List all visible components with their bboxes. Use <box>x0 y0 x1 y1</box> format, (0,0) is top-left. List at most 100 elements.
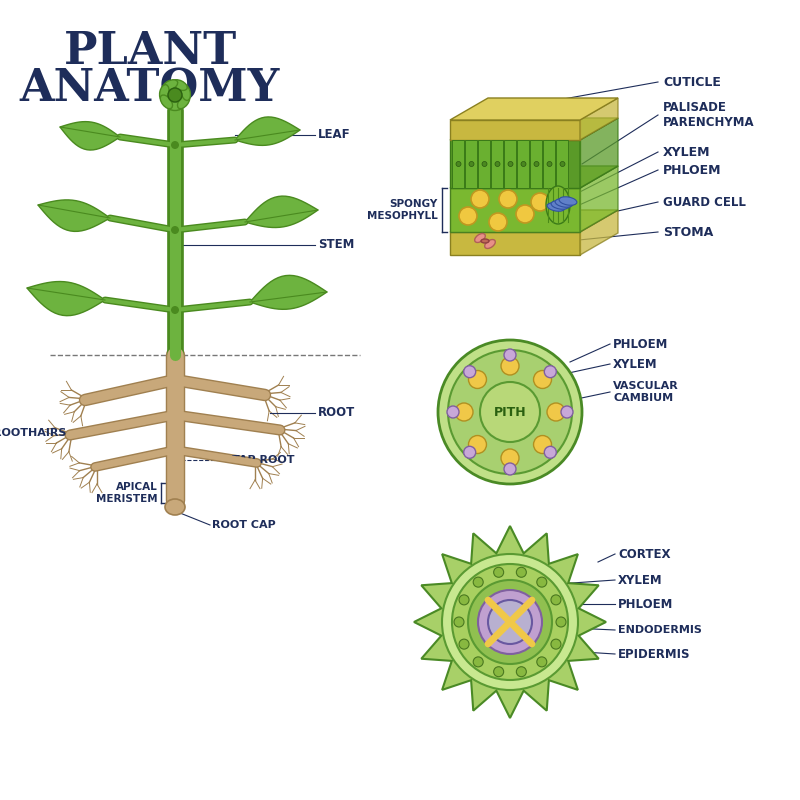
Text: GUARD CELL: GUARD CELL <box>663 195 746 209</box>
Ellipse shape <box>481 239 489 243</box>
Circle shape <box>448 350 572 474</box>
Circle shape <box>494 666 504 677</box>
Text: ENDODERMIS: ENDODERMIS <box>618 625 702 635</box>
Polygon shape <box>543 140 555 188</box>
Circle shape <box>469 162 474 166</box>
Polygon shape <box>580 98 618 140</box>
Text: ROOT: ROOT <box>318 406 355 419</box>
Text: PHLOEM: PHLOEM <box>618 598 674 610</box>
Polygon shape <box>450 232 580 255</box>
Circle shape <box>168 88 182 102</box>
Text: SPONGY
MESOPHYLL: SPONGY MESOPHYLL <box>367 199 438 221</box>
Circle shape <box>495 162 500 166</box>
Circle shape <box>469 370 486 389</box>
Polygon shape <box>556 140 568 188</box>
Polygon shape <box>580 166 618 232</box>
Ellipse shape <box>181 85 190 101</box>
Circle shape <box>474 657 483 667</box>
Circle shape <box>438 340 582 484</box>
Polygon shape <box>450 166 618 188</box>
Text: PITH: PITH <box>494 406 526 418</box>
Polygon shape <box>250 275 327 310</box>
Text: PALISADE
PARENCHYMA: PALISADE PARENCHYMA <box>663 101 754 129</box>
Text: LEAF: LEAF <box>318 129 350 142</box>
Polygon shape <box>38 200 110 231</box>
Ellipse shape <box>474 234 486 242</box>
Text: APICAL
MERISTEM: APICAL MERISTEM <box>96 482 158 504</box>
Polygon shape <box>60 122 120 150</box>
Text: ROOTHAIRS: ROOTHAIRS <box>0 428 66 438</box>
Polygon shape <box>450 120 580 140</box>
Ellipse shape <box>485 239 495 249</box>
Circle shape <box>544 446 556 458</box>
Circle shape <box>171 226 179 234</box>
Polygon shape <box>235 117 300 146</box>
Polygon shape <box>450 98 618 120</box>
Circle shape <box>478 590 542 654</box>
Ellipse shape <box>160 95 173 109</box>
Circle shape <box>447 406 459 418</box>
Text: VASCULAR
CAMBIUM: VASCULAR CAMBIUM <box>613 381 678 403</box>
Circle shape <box>455 403 473 421</box>
Polygon shape <box>478 140 490 188</box>
Circle shape <box>464 366 476 378</box>
Text: EPIDERMIS: EPIDERMIS <box>618 647 690 661</box>
Polygon shape <box>450 140 580 188</box>
Ellipse shape <box>162 80 178 90</box>
Text: ROOT CAP: ROOT CAP <box>212 520 276 530</box>
Polygon shape <box>414 526 606 718</box>
Circle shape <box>171 306 179 314</box>
Ellipse shape <box>178 95 190 109</box>
Polygon shape <box>580 118 618 188</box>
Text: CUTICLE: CUTICLE <box>663 75 721 89</box>
Text: XYLEM: XYLEM <box>618 574 662 586</box>
Circle shape <box>499 190 517 208</box>
Circle shape <box>516 567 526 578</box>
Circle shape <box>468 580 552 664</box>
Circle shape <box>474 577 483 587</box>
Circle shape <box>459 207 477 225</box>
Circle shape <box>482 162 487 166</box>
Circle shape <box>471 190 489 208</box>
Circle shape <box>459 639 469 649</box>
Polygon shape <box>580 210 618 255</box>
Text: PHLOEM: PHLOEM <box>613 338 668 350</box>
Ellipse shape <box>172 80 187 90</box>
Ellipse shape <box>546 186 570 224</box>
Polygon shape <box>27 282 105 316</box>
Circle shape <box>537 577 546 587</box>
Text: XYLEM: XYLEM <box>663 146 710 158</box>
Circle shape <box>561 406 573 418</box>
Circle shape <box>516 666 526 677</box>
Circle shape <box>488 600 532 644</box>
Circle shape <box>454 617 464 627</box>
Circle shape <box>442 554 578 690</box>
Circle shape <box>459 595 469 605</box>
Circle shape <box>464 446 476 458</box>
Ellipse shape <box>555 198 573 207</box>
Circle shape <box>501 357 519 375</box>
Ellipse shape <box>167 102 183 110</box>
Circle shape <box>508 162 513 166</box>
Circle shape <box>469 435 486 454</box>
Circle shape <box>537 657 546 667</box>
Ellipse shape <box>551 201 569 210</box>
Circle shape <box>544 366 556 378</box>
Circle shape <box>171 141 179 149</box>
Circle shape <box>551 595 561 605</box>
Circle shape <box>489 213 507 231</box>
Text: TAP ROOT: TAP ROOT <box>232 455 294 465</box>
Circle shape <box>534 162 539 166</box>
Circle shape <box>534 370 551 389</box>
Polygon shape <box>504 140 516 188</box>
Circle shape <box>501 449 519 467</box>
Text: XYLEM: XYLEM <box>613 358 658 370</box>
Text: CORTEX: CORTEX <box>618 547 670 561</box>
Circle shape <box>504 463 516 475</box>
Circle shape <box>452 564 568 680</box>
Polygon shape <box>245 196 318 227</box>
Ellipse shape <box>559 197 577 206</box>
Text: PHLOEM: PHLOEM <box>663 163 722 177</box>
Ellipse shape <box>547 202 565 211</box>
Circle shape <box>480 382 540 442</box>
